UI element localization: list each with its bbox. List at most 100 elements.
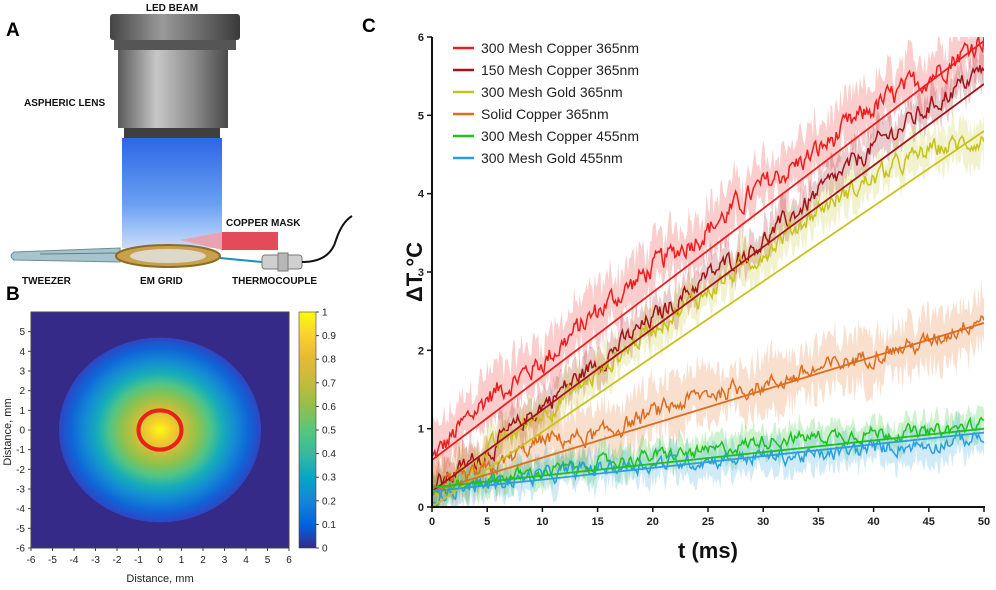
colorbar bbox=[298, 311, 317, 549]
y-tick-label: 5 bbox=[418, 110, 424, 122]
colorbar-tick-label: 1 bbox=[322, 308, 328, 319]
heatmap-y-tick-label: -6 bbox=[16, 544, 25, 555]
series-uncertainty-bands bbox=[432, 37, 984, 507]
x-tick-label: 25 bbox=[702, 516, 714, 528]
heatmap-y-tick-label: 2 bbox=[19, 386, 25, 397]
copper-mask-label: COPPER MASK bbox=[226, 218, 301, 229]
x-tick-label: 35 bbox=[812, 516, 824, 528]
x-tick-label: 30 bbox=[757, 516, 769, 528]
fit-copper455 bbox=[432, 427, 984, 489]
x-tick-label: 20 bbox=[647, 516, 659, 528]
x-axis-label: t (ms) bbox=[678, 538, 738, 563]
legend-label-copper365: 300 Mesh Copper 365nm bbox=[481, 40, 639, 56]
x-tick-label: 10 bbox=[536, 516, 548, 528]
legend-label-gold365: 300 Mesh Gold 365nm bbox=[481, 84, 623, 100]
heatmap-x-axis-label: Distance, mm bbox=[126, 573, 193, 585]
heatmap-x-tick-label: 6 bbox=[286, 555, 292, 566]
heatmap-x-tick-label: -6 bbox=[27, 555, 36, 566]
x-tick-label: 45 bbox=[923, 516, 935, 528]
heatmap-x-tick-label: 1 bbox=[179, 555, 185, 566]
fit-solid365 bbox=[432, 322, 984, 493]
colorbar-tick-label: 0.1 bbox=[322, 520, 336, 531]
colorbar-tick-label: 0.6 bbox=[322, 402, 336, 413]
fit-gold455 bbox=[432, 431, 984, 493]
heatmap-x-tick-label: 0 bbox=[157, 555, 163, 566]
heatmap-x-tick-label: 5 bbox=[265, 555, 271, 566]
panel-a: A LED BEAM ASPHERIC LENS COPPER MASK bbox=[6, 3, 353, 287]
tweezer bbox=[10, 247, 121, 263]
heatmap-x-tick-label: 2 bbox=[200, 555, 206, 566]
y-tick-label: 6 bbox=[418, 32, 424, 44]
heatmap-y-tick-label: -5 bbox=[16, 524, 25, 535]
fit-copper365 bbox=[432, 40, 984, 461]
y-tick-label: 1 bbox=[418, 424, 424, 436]
panel-b-letter: B bbox=[6, 284, 20, 305]
colorbar-tick-label: 0.9 bbox=[322, 331, 336, 342]
colorbar-tick-label: 0.8 bbox=[322, 355, 336, 366]
band-gold365 bbox=[432, 109, 984, 507]
series-solid365 bbox=[432, 315, 984, 500]
heatmap-x-tick-label: -3 bbox=[91, 555, 100, 566]
heatmap-y-tick-label: 0 bbox=[19, 426, 25, 437]
led-head bbox=[110, 14, 240, 138]
aspheric-lens-label: ASPHERIC LENS bbox=[24, 98, 105, 109]
colorbar-tick-label: 0.5 bbox=[322, 426, 336, 437]
illumination-ring bbox=[136, 408, 184, 452]
band-copper455 bbox=[432, 404, 984, 507]
legend: 300 Mesh Copper 365nm 150 Mesh Copper 365… bbox=[453, 40, 639, 166]
colorbar-tick-label: 0 bbox=[322, 544, 328, 555]
tweezer-label: TWEEZER bbox=[22, 276, 72, 287]
thermocouple-label: THERMOCOUPLE bbox=[232, 276, 317, 287]
heatmap-y-tick-label: -2 bbox=[16, 465, 25, 476]
legend-label-solid365: Solid Copper 365nm bbox=[481, 106, 609, 122]
heatmap-y-tick-label: 5 bbox=[19, 327, 25, 338]
legend-label-gold455: 300 Mesh Gold 455nm bbox=[481, 150, 623, 166]
copper-mask bbox=[180, 232, 278, 250]
heatmap-x-tick-label: -2 bbox=[113, 555, 122, 566]
y-axis-ticks: 0 1 2 3 4 5 6 bbox=[418, 32, 432, 514]
y-tick-label: 2 bbox=[418, 345, 424, 357]
light-beam bbox=[122, 138, 222, 248]
y-axis-label: ΔT °C bbox=[402, 242, 427, 302]
y-tick-label: 3 bbox=[418, 267, 424, 279]
panel-c-letter: C bbox=[362, 16, 376, 37]
x-axis-ticks: 0 5 10 15 20 25 30 35 40 45 50 bbox=[429, 507, 990, 528]
heatmap-y-tick-label: 3 bbox=[19, 367, 25, 378]
colorbar-tick-label: 0.2 bbox=[322, 496, 336, 507]
heatmap-y-tick-label: -3 bbox=[16, 485, 25, 496]
heatmap-x-ticks: -6 -5 -4 -3 -2 -1 0 1 2 3 4 5 6 bbox=[27, 548, 292, 566]
y-tick-label: 4 bbox=[418, 189, 425, 201]
heatmap-x-tick-label: 4 bbox=[243, 555, 249, 566]
colorbar-tick-label: 0.3 bbox=[322, 473, 336, 484]
heatmap-y-ticks: 5 4 3 2 1 0 -1 -2 -3 -4 -5 -6 bbox=[16, 327, 31, 555]
panel-b: B -6 -5 -4 -3 -2 -1 0 1 2 3 4 5 6 543210-1-2-3-4-5-6… bbox=[2, 284, 336, 585]
fit-mesh150 bbox=[432, 83, 984, 493]
legend-label-copper455: 300 Mesh Copper 455nm bbox=[481, 128, 639, 144]
fit-gold365 bbox=[432, 130, 984, 507]
heatmap-y-tick-label: -4 bbox=[16, 504, 25, 515]
colorbar-tick-label: 0.4 bbox=[322, 449, 336, 460]
x-tick-label: 5 bbox=[484, 516, 490, 528]
em-grid-label: EM GRID bbox=[140, 276, 183, 287]
series-gold455 bbox=[432, 429, 984, 507]
x-tick-label: 50 bbox=[978, 516, 990, 528]
heatmap-spot bbox=[58, 337, 262, 523]
led-beam-label: LED BEAM bbox=[146, 3, 198, 14]
y-tick-label: 0 bbox=[418, 502, 424, 514]
colorbar-ticks: 1 0.9 0.8 0.7 0.6 0.5 0.4 0.3 0.2 0.1 0 bbox=[316, 308, 336, 555]
x-tick-label: 0 bbox=[429, 516, 435, 528]
heatmap-x-tick-label: -1 bbox=[134, 555, 143, 566]
heatmap-y-tick-label: 1 bbox=[19, 406, 25, 417]
heatmap-y-axis-label: Distance, mm bbox=[2, 398, 14, 465]
band-gold455 bbox=[432, 407, 984, 507]
heatmap-y-tick-label: -1 bbox=[16, 445, 25, 456]
thermocouple bbox=[219, 215, 353, 272]
colorbar-tick-label: 0.7 bbox=[322, 378, 336, 389]
series-copper365 bbox=[432, 37, 984, 459]
legend-label-mesh150: 150 Mesh Copper 365nm bbox=[481, 62, 639, 78]
heatmap-x-tick-label: -5 bbox=[48, 555, 57, 566]
x-tick-label: 40 bbox=[867, 516, 879, 528]
heatmap-x-tick-label: 3 bbox=[222, 555, 228, 566]
